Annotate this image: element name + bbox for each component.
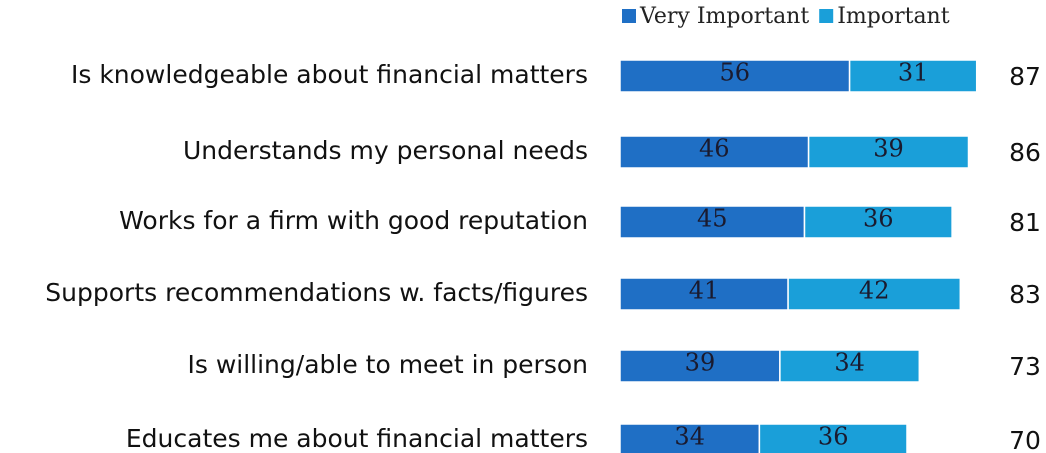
category-label: Educates me about financial matters: [126, 424, 588, 453]
total-label: 70: [1009, 426, 1041, 453]
category-label: Supports recommendations w. facts/figure…: [45, 278, 588, 307]
bar-segment: [807, 135, 970, 169]
data-label: 36: [818, 423, 849, 451]
bar-segment: [619, 277, 789, 311]
category-label: Works for a firm with good reputation: [119, 206, 588, 235]
bar-segment: [787, 277, 962, 311]
category-label: Is willing/able to meet in person: [187, 350, 588, 379]
data-label: 36: [863, 205, 894, 233]
data-label: 46: [699, 135, 730, 163]
category-label: Understands my personal needs: [183, 136, 588, 165]
data-label: 45: [697, 205, 728, 233]
category-label: Is knowledgeable about financial matters: [71, 60, 588, 89]
total-label: 81: [1009, 208, 1041, 237]
data-label: 31: [898, 59, 929, 87]
total-label: 86: [1009, 138, 1041, 167]
bar-segment: [619, 135, 810, 169]
bar-segment: [619, 205, 806, 239]
data-label: 34: [674, 423, 705, 451]
data-label: 42: [859, 277, 890, 305]
bar-segment: [758, 423, 908, 453]
data-label: 39: [873, 135, 904, 163]
bar-segment: [803, 205, 953, 239]
bar-segment: [779, 349, 921, 383]
legend-swatch: [819, 9, 834, 23]
legend-label: Very Important: [639, 4, 809, 29]
data-label: 39: [685, 349, 716, 377]
data-label: 34: [834, 349, 865, 377]
bar-segment: [619, 349, 781, 383]
total-label: 87: [1009, 62, 1041, 91]
data-label: 56: [720, 59, 751, 87]
total-label: 83: [1009, 280, 1041, 309]
legend-label: Important: [837, 4, 950, 29]
total-label: 73: [1009, 352, 1041, 381]
bar-segment: [848, 59, 978, 93]
legend-swatch: [622, 9, 636, 23]
data-label: 41: [689, 277, 720, 305]
bar-segment: [619, 59, 851, 93]
